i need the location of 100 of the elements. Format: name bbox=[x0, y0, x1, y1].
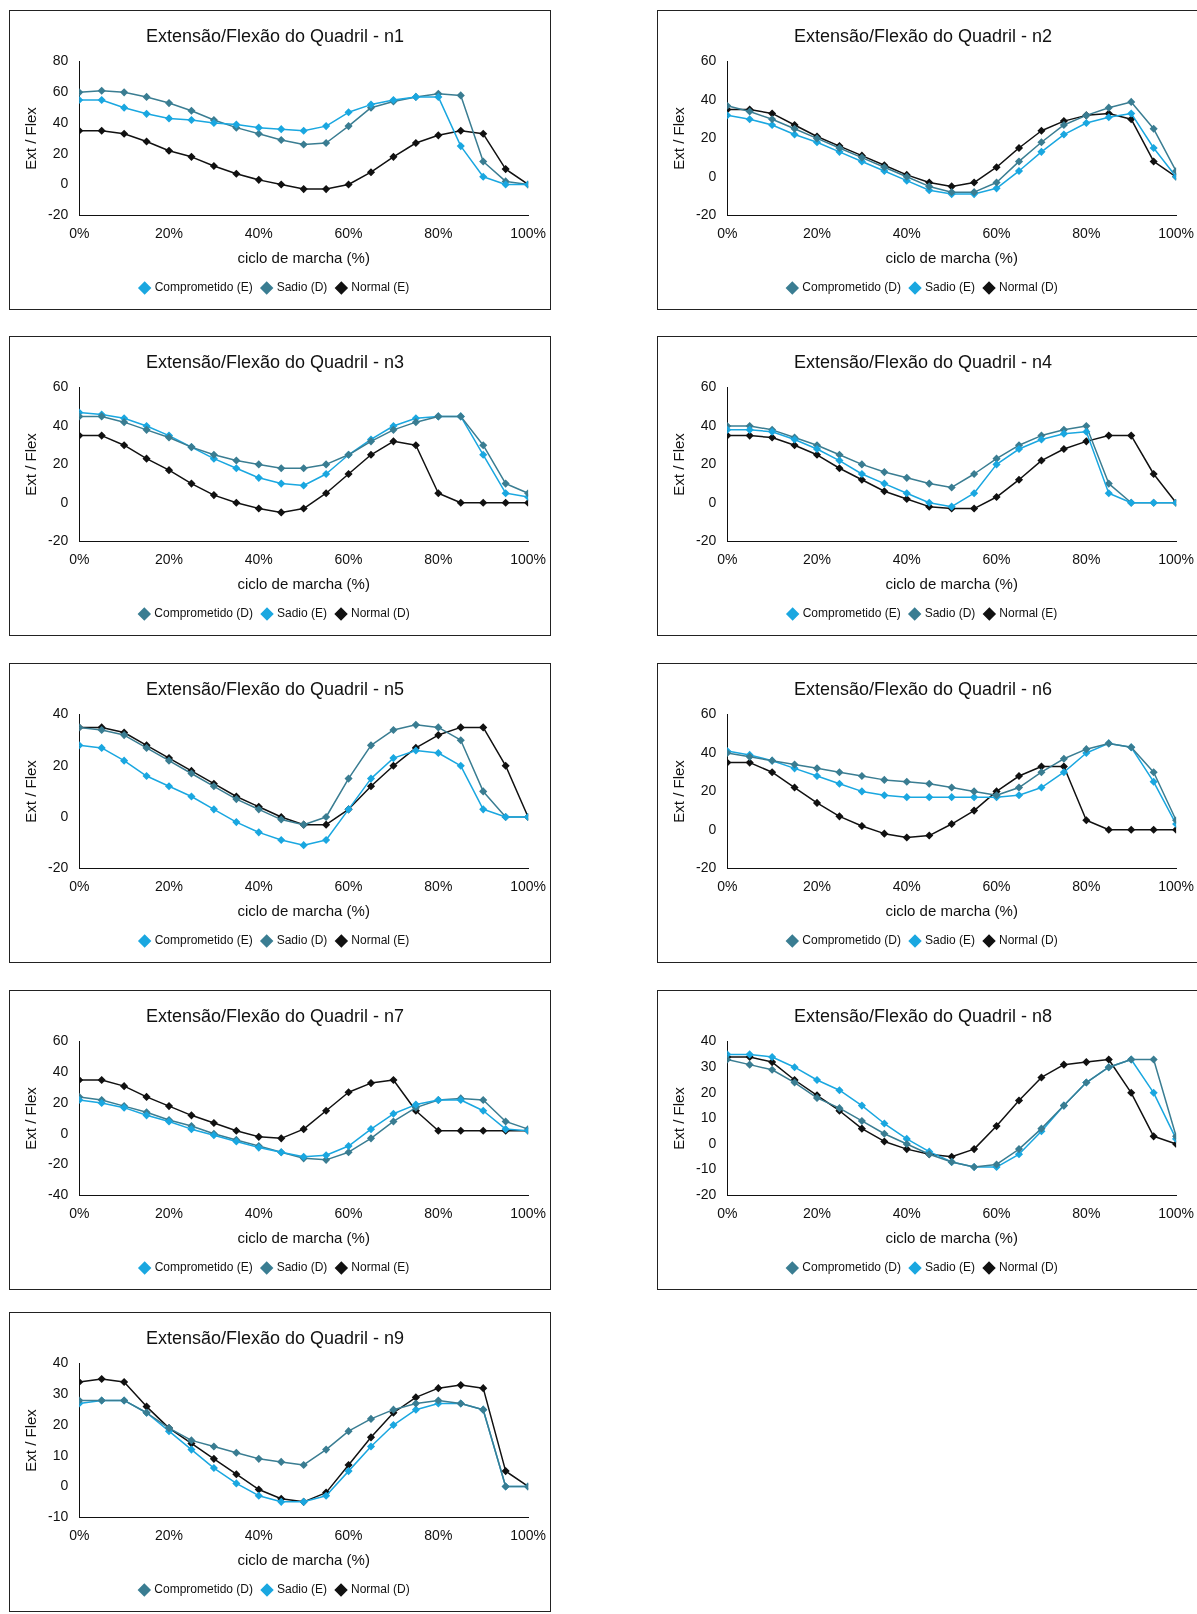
legend-label: Comprometido (D) bbox=[802, 933, 902, 948]
x-tick-label: 40% bbox=[244, 878, 273, 895]
y-axis-title: Ext / Flex bbox=[22, 432, 40, 496]
x-axis-title: ciclo de marcha (%) bbox=[885, 249, 1018, 267]
legend-label: Comprometido (D) bbox=[802, 1260, 902, 1275]
x-tick-label: 80% bbox=[424, 1527, 453, 1544]
x-tick-label: 80% bbox=[424, 1205, 453, 1222]
x-tick-label: 20% bbox=[154, 1527, 184, 1544]
chart-title: Extensão/Flexão do Quadril - n6 bbox=[793, 678, 1053, 699]
y-axis-title: Ext / Flex bbox=[22, 106, 40, 170]
y-tick-label: 20 bbox=[52, 756, 69, 773]
y-tick-label: 30 bbox=[52, 1385, 69, 1402]
legend-label: Normal (E) bbox=[351, 280, 410, 295]
y-tick-label: 20 bbox=[52, 455, 69, 472]
y-tick-label: -10 bbox=[696, 1160, 717, 1177]
x-tick-label: 0% bbox=[717, 551, 738, 568]
legend-label: Sadio (E) bbox=[277, 606, 328, 621]
legend-label: Normal (D) bbox=[999, 1260, 1058, 1275]
x-tick-label: 60% bbox=[982, 225, 1011, 242]
y-tick-label: -20 bbox=[696, 859, 717, 876]
x-tick-label: 40% bbox=[892, 551, 921, 568]
x-tick-label: 0% bbox=[69, 878, 90, 895]
y-tick-label: -20 bbox=[696, 1186, 717, 1203]
x-axis-title: ciclo de marcha (%) bbox=[237, 1229, 370, 1247]
chart-title: Extensão/Flexão do Quadril - n3 bbox=[145, 351, 405, 372]
y-tick-label: 40 bbox=[700, 90, 717, 107]
y-tick-label: -20 bbox=[48, 206, 69, 223]
x-tick-label: 0% bbox=[69, 551, 90, 568]
legend-label: Comprometido (E) bbox=[802, 606, 901, 621]
chart-title: Extensão/Flexão do Quadril - n2 bbox=[793, 25, 1053, 46]
y-tick-label: 40 bbox=[52, 113, 69, 130]
x-tick-label: 100% bbox=[510, 1205, 546, 1222]
legend-label: Sadio (D) bbox=[276, 280, 328, 295]
y-tick-label: -40 bbox=[48, 1186, 69, 1203]
x-tick-label: 20% bbox=[154, 225, 184, 242]
x-tick-label: 40% bbox=[244, 551, 273, 568]
legend-label: Sadio (E) bbox=[925, 1260, 976, 1275]
x-tick-label: 60% bbox=[334, 225, 363, 242]
x-tick-label: 0% bbox=[69, 225, 90, 242]
y-tick-label: 20 bbox=[700, 129, 717, 146]
x-tick-label: 60% bbox=[334, 1527, 363, 1544]
legend-label: Sadio (E) bbox=[925, 933, 976, 948]
legend-label: Normal (D) bbox=[351, 1582, 410, 1597]
x-tick-label: 60% bbox=[334, 878, 363, 895]
x-tick-label: 100% bbox=[510, 551, 546, 568]
y-tick-label: 40 bbox=[52, 416, 69, 433]
x-axis-title: ciclo de marcha (%) bbox=[237, 902, 370, 920]
legend-label: Sadio (D) bbox=[276, 1260, 328, 1275]
y-tick-label: 20 bbox=[52, 1415, 69, 1432]
x-tick-label: 60% bbox=[334, 551, 363, 568]
legend-label: Comprometido (E) bbox=[154, 1260, 253, 1275]
y-axis-title: Ext / Flex bbox=[670, 759, 688, 823]
y-tick-label: 0 bbox=[708, 167, 717, 184]
y-tick-label: 40 bbox=[700, 743, 717, 760]
chart-title: Extensão/Flexão do Quadril - n8 bbox=[793, 1005, 1053, 1026]
x-tick-label: 40% bbox=[244, 225, 273, 242]
x-axis-title: ciclo de marcha (%) bbox=[237, 1551, 370, 1569]
chart-title: Extensão/Flexão do Quadril - n1 bbox=[145, 25, 405, 46]
y-tick-label: 0 bbox=[60, 175, 69, 192]
y-tick-label: -20 bbox=[48, 1155, 69, 1172]
x-tick-label: 20% bbox=[802, 225, 832, 242]
y-tick-label: 20 bbox=[52, 1093, 69, 1110]
x-tick-label: 20% bbox=[154, 878, 184, 895]
y-tick-label: 60 bbox=[52, 83, 69, 100]
x-tick-label: 0% bbox=[69, 1527, 90, 1544]
x-tick-label: 40% bbox=[244, 1527, 273, 1544]
x-tick-label: 100% bbox=[1158, 225, 1194, 242]
x-tick-label: 20% bbox=[802, 1205, 832, 1222]
y-tick-label: 0 bbox=[708, 820, 717, 837]
y-tick-label: -20 bbox=[696, 206, 717, 223]
y-tick-label: 10 bbox=[700, 1109, 717, 1126]
legend-label: Comprometido (E) bbox=[154, 933, 253, 948]
x-tick-label: 80% bbox=[424, 551, 453, 568]
legend-label: Normal (D) bbox=[351, 606, 410, 621]
legend-label: Comprometido (D) bbox=[154, 606, 254, 621]
y-tick-label: 40 bbox=[52, 1354, 69, 1371]
legend-label: Comprometido (E) bbox=[154, 280, 253, 295]
x-tick-label: 100% bbox=[1158, 878, 1194, 895]
y-axis-title: Ext / Flex bbox=[670, 106, 688, 170]
legend-label: Normal (E) bbox=[999, 606, 1058, 621]
x-tick-label: 80% bbox=[1072, 225, 1101, 242]
x-axis-title: ciclo de marcha (%) bbox=[237, 575, 370, 593]
y-tick-label: -10 bbox=[48, 1508, 69, 1525]
y-tick-label: -20 bbox=[48, 532, 69, 549]
y-tick-label: 40 bbox=[52, 705, 69, 722]
y-tick-label: 40 bbox=[700, 1032, 717, 1049]
x-tick-label: 100% bbox=[1158, 551, 1194, 568]
legend-label: Normal (E) bbox=[351, 933, 410, 948]
x-tick-label: 0% bbox=[717, 1205, 738, 1222]
y-tick-label: 80 bbox=[52, 52, 69, 69]
legend-label: Normal (D) bbox=[999, 933, 1058, 948]
legend-label: Sadio (E) bbox=[277, 1582, 328, 1597]
y-tick-label: 0 bbox=[60, 807, 69, 824]
x-tick-label: 80% bbox=[1072, 878, 1101, 895]
y-tick-label: 0 bbox=[60, 1124, 69, 1141]
legend-label: Sadio (D) bbox=[924, 606, 976, 621]
y-tick-label: 10 bbox=[52, 1446, 69, 1463]
legend-label: Comprometido (D) bbox=[154, 1582, 254, 1597]
legend-label: Sadio (D) bbox=[276, 933, 328, 948]
y-tick-label: 40 bbox=[52, 1063, 69, 1080]
